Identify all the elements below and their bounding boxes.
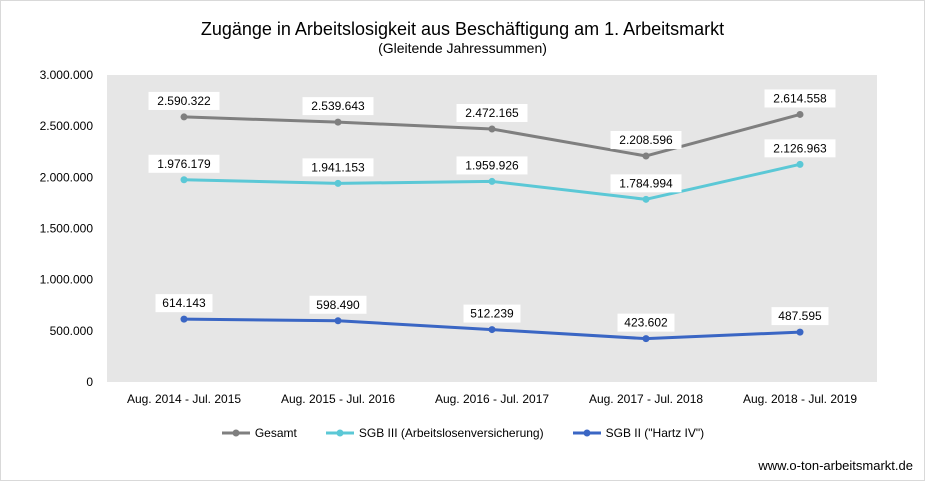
data-label: 2.208.596 (619, 133, 673, 147)
data-label: 1.784.994 (619, 176, 673, 190)
legend-item: SGB II ("Hartz IV") (572, 426, 705, 440)
data-label-box (771, 307, 829, 326)
y-tick-label: 2.500.000 (40, 119, 94, 133)
legend-swatch (325, 429, 354, 437)
data-label: 2.614.558 (773, 91, 827, 105)
y-tick-label: 2.000.000 (40, 170, 94, 184)
data-label: 2.472.165 (465, 106, 519, 120)
legend-label: Gesamt (254, 426, 297, 440)
data-label-box (148, 91, 220, 110)
data-point (488, 125, 496, 133)
data-point (642, 195, 650, 203)
x-tick-label: Aug. 2016 - Jul. 2017 (435, 392, 549, 406)
legend-item: Gesamt (221, 426, 297, 440)
data-point (796, 328, 804, 336)
chart-title: Zugänge in Arbeitslosigkeit aus Beschäft… (200, 19, 725, 39)
legend-label: SGB II ("Hartz IV") (605, 426, 705, 440)
y-tick-label: 1.500.000 (40, 222, 94, 236)
data-point (180, 315, 188, 323)
data-point (488, 326, 496, 334)
y-tick-label: 3.000.000 (40, 68, 94, 82)
data-label: 1.959.926 (465, 158, 519, 172)
data-label-box (617, 313, 675, 332)
data-label-box (610, 130, 682, 149)
x-tick-label: Aug. 2014 - Jul. 2015 (127, 392, 241, 406)
x-tick-label: Aug. 2015 - Jul. 2016 (281, 392, 395, 406)
data-label-box (764, 89, 836, 108)
data-label: 614.143 (162, 296, 206, 310)
y-tick-label: 0 (86, 375, 93, 389)
data-label: 487.595 (778, 309, 822, 323)
data-label-box (309, 295, 367, 314)
x-tick-label: Aug. 2018 - Jul. 2019 (743, 392, 857, 406)
data-label: 1.941.153 (311, 160, 365, 174)
data-point (796, 110, 804, 118)
y-tick-label: 1.000.000 (40, 273, 94, 287)
data-point (180, 176, 188, 184)
data-label: 2.590.322 (157, 94, 211, 108)
legend-swatch (221, 429, 250, 437)
data-label-box (302, 158, 374, 177)
source-url: www.o-ton-arbeitsmarkt.de (758, 458, 913, 473)
legend-item: SGB III (Arbeitslosenversicherung) (325, 426, 544, 440)
data-point (642, 335, 650, 343)
x-tick-label: Aug. 2017 - Jul. 2018 (589, 392, 703, 406)
data-label: 2.126.963 (773, 141, 827, 155)
data-label-box (456, 104, 528, 123)
data-label: 598.490 (316, 298, 360, 312)
data-label-box (155, 294, 213, 313)
data-label-box (764, 139, 836, 158)
legend-label: SGB III (Arbeitslosenversicherung) (358, 426, 544, 440)
data-point (642, 152, 650, 160)
data-label-box (456, 156, 528, 175)
data-label: 2.539.643 (311, 99, 365, 113)
data-point (334, 317, 342, 325)
data-label-box (610, 174, 682, 193)
y-tick-label: 500.000 (50, 324, 94, 338)
data-point (180, 113, 188, 121)
data-label-box (302, 97, 374, 116)
data-point (488, 177, 496, 185)
data-label-box (148, 154, 220, 173)
data-point (334, 179, 342, 187)
data-point (334, 118, 342, 126)
data-point (796, 160, 804, 168)
data-label: 423.602 (624, 316, 668, 330)
legend-swatch (572, 429, 601, 437)
chart-subtitle: (Gleitende Jahressummen) (378, 40, 547, 56)
data-label: 1.976.179 (157, 157, 211, 171)
data-label-box (463, 304, 521, 323)
data-label: 512.239 (470, 307, 514, 321)
legend: Gesamt SGB III (Arbeitslosenversicherung)… (0, 426, 925, 440)
